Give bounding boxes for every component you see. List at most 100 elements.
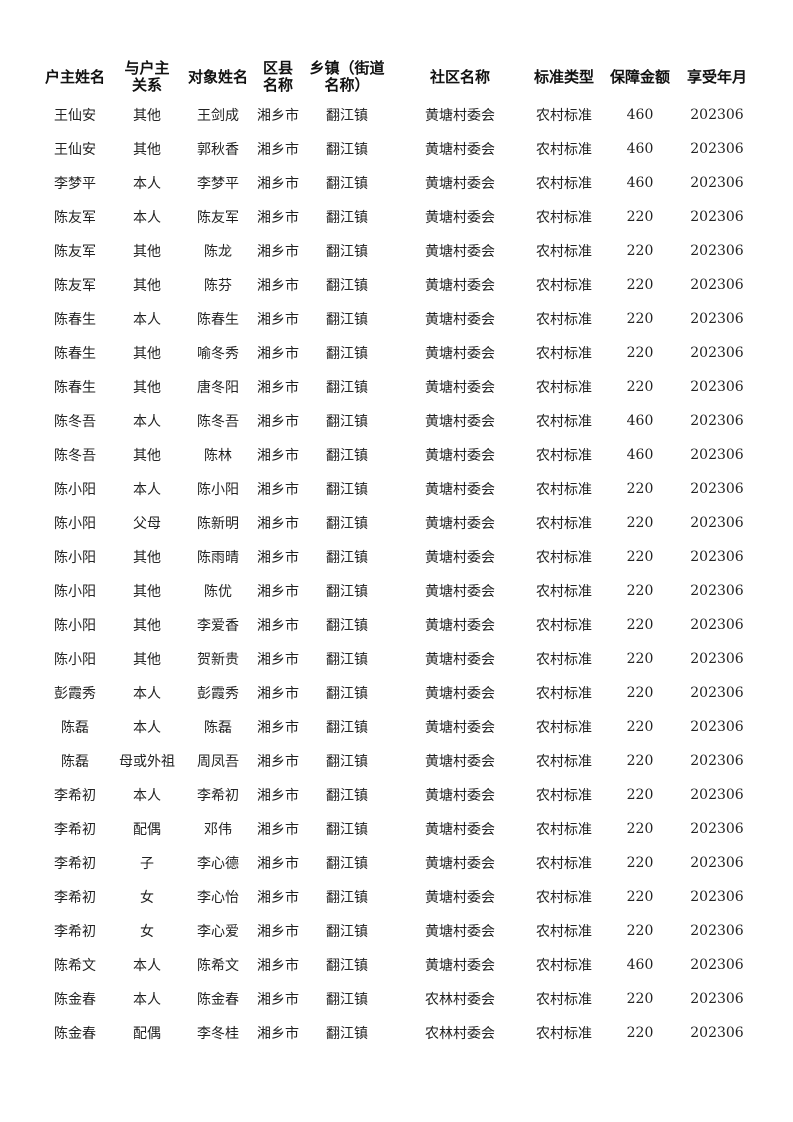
cell-month: 202306 xyxy=(690,209,744,225)
table-row: 陈春生 本人 陈春生 湘乡市 翻江镇 黄塘村委会 农村标准 220 202306 xyxy=(38,302,754,336)
table-row: 陈小阳 其他 陈雨晴 湘乡市 翻江镇 黄塘村委会 农村标准 220 202306 xyxy=(38,540,754,574)
cell-standard-type: 农村标准 xyxy=(536,448,592,464)
table-row: 陈冬吾 本人 陈冬吾 湘乡市 翻江镇 黄塘村委会 农村标准 460 202306 xyxy=(38,404,754,438)
cell-standard-type: 农村标准 xyxy=(536,788,592,804)
column-header-label: 户主姓名 xyxy=(44,67,105,86)
column-header-relationship: 与户主关系 xyxy=(112,56,182,98)
cell-township: 翻江镇 xyxy=(326,482,368,498)
cell-month: 202306 xyxy=(690,991,744,1007)
cell-standard-type: 农村标准 xyxy=(536,584,592,600)
cell-community: 农林村委会 xyxy=(425,992,495,1008)
cell-relationship: 其他 xyxy=(133,380,161,396)
cell-community: 黄塘村委会 xyxy=(425,652,495,668)
cell-month: 202306 xyxy=(690,379,744,395)
table-row: 陈金春 配偶 李冬桂 湘乡市 翻江镇 农林村委会 农村标准 220 202306 xyxy=(38,1016,754,1050)
cell-amount: 220 xyxy=(626,719,654,735)
cell-community: 黄塘村委会 xyxy=(425,482,495,498)
cell-standard-type: 农村标准 xyxy=(536,856,592,872)
cell-recipient-name: 陈磊 xyxy=(204,720,232,736)
cell-county: 湘乡市 xyxy=(257,142,299,158)
cell-township: 翻江镇 xyxy=(326,924,368,940)
cell-county: 湘乡市 xyxy=(257,618,299,634)
cell-household-head: 李希初 xyxy=(54,856,96,872)
cell-relationship: 配偶 xyxy=(133,822,161,838)
cell-relationship: 母或外祖 xyxy=(119,754,175,770)
cell-recipient-name: 唐冬阳 xyxy=(197,380,239,396)
cell-month: 202306 xyxy=(690,583,744,599)
cell-month: 202306 xyxy=(690,481,744,497)
cell-month: 202306 xyxy=(690,651,744,667)
cell-relationship: 女 xyxy=(140,890,154,906)
cell-community: 黄塘村委会 xyxy=(425,176,495,192)
cell-township: 翻江镇 xyxy=(326,346,368,362)
table-row: 李梦平 本人 李梦平 湘乡市 翻江镇 黄塘村委会 农村标准 460 202306 xyxy=(38,166,754,200)
cell-county: 湘乡市 xyxy=(257,176,299,192)
cell-community: 黄塘村委会 xyxy=(425,890,495,906)
cell-county: 湘乡市 xyxy=(257,550,299,566)
cell-household-head: 陈磊 xyxy=(61,754,89,770)
cell-month: 202306 xyxy=(690,311,744,327)
cell-township: 翻江镇 xyxy=(326,210,368,226)
cell-relationship: 其他 xyxy=(133,652,161,668)
cell-month: 202306 xyxy=(690,719,744,735)
table-row: 李希初 本人 李希初 湘乡市 翻江镇 黄塘村委会 农村标准 220 202306 xyxy=(38,778,754,812)
cell-township: 翻江镇 xyxy=(326,414,368,430)
cell-standard-type: 农村标准 xyxy=(536,176,592,192)
cell-county: 湘乡市 xyxy=(257,516,299,532)
cell-relationship: 其他 xyxy=(133,278,161,294)
cell-township: 翻江镇 xyxy=(326,176,368,192)
cell-amount: 460 xyxy=(626,447,654,463)
table-row: 陈春生 其他 喻冬秀 湘乡市 翻江镇 黄塘村委会 农村标准 220 202306 xyxy=(38,336,754,370)
cell-household-head: 王仙安 xyxy=(54,108,96,124)
cell-county: 湘乡市 xyxy=(257,380,299,396)
cell-standard-type: 农村标准 xyxy=(536,142,592,158)
cell-amount: 460 xyxy=(626,957,654,973)
cell-recipient-name: 李希初 xyxy=(197,788,239,804)
cell-county: 湘乡市 xyxy=(257,584,299,600)
cell-month: 202306 xyxy=(690,413,744,429)
cell-amount: 220 xyxy=(626,481,654,497)
cell-township: 翻江镇 xyxy=(326,652,368,668)
cell-recipient-name: 李心爱 xyxy=(197,924,239,940)
cell-recipient-name: 陈雨晴 xyxy=(197,550,239,566)
cell-township: 翻江镇 xyxy=(326,448,368,464)
cell-county: 湘乡市 xyxy=(257,924,299,940)
cell-amount: 220 xyxy=(626,515,654,531)
cell-county: 湘乡市 xyxy=(257,278,299,294)
cell-recipient-name: 陈冬吾 xyxy=(197,414,239,430)
cell-standard-type: 农村标准 xyxy=(536,550,592,566)
cell-community: 黄塘村委会 xyxy=(425,142,495,158)
table-row: 陈小阳 本人 陈小阳 湘乡市 翻江镇 黄塘村委会 农村标准 220 202306 xyxy=(38,472,754,506)
cell-county: 湘乡市 xyxy=(257,448,299,464)
cell-month: 202306 xyxy=(690,345,744,361)
cell-recipient-name: 陈芬 xyxy=(204,278,232,294)
cell-amount: 220 xyxy=(626,583,654,599)
cell-township: 翻江镇 xyxy=(326,380,368,396)
cell-month: 202306 xyxy=(690,787,744,803)
cell-community: 黄塘村委会 xyxy=(425,856,495,872)
cell-county: 湘乡市 xyxy=(257,414,299,430)
cell-recipient-name: 陈金春 xyxy=(197,992,239,1008)
cell-community: 农林村委会 xyxy=(425,1026,495,1042)
cell-household-head: 陈友军 xyxy=(54,210,96,226)
cell-township: 翻江镇 xyxy=(326,754,368,770)
cell-month: 202306 xyxy=(690,753,744,769)
cell-month: 202306 xyxy=(690,855,744,871)
column-header-label: 享受年月 xyxy=(686,67,747,86)
cell-community: 黄塘村委会 xyxy=(425,210,495,226)
cell-relationship: 本人 xyxy=(133,414,161,430)
column-header-label: 标准类型 xyxy=(533,67,594,86)
cell-county: 湘乡市 xyxy=(257,720,299,736)
cell-amount: 220 xyxy=(626,787,654,803)
table-row: 王仙安 其他 郭秋香 湘乡市 翻江镇 黄塘村委会 农村标准 460 202306 xyxy=(38,132,754,166)
cell-amount: 220 xyxy=(626,923,654,939)
cell-standard-type: 农村标准 xyxy=(536,108,592,124)
cell-county: 湘乡市 xyxy=(257,992,299,1008)
cell-household-head: 陈小阳 xyxy=(54,652,96,668)
cell-recipient-name: 李心德 xyxy=(197,856,239,872)
cell-county: 湘乡市 xyxy=(257,108,299,124)
cell-community: 黄塘村委会 xyxy=(425,278,495,294)
cell-month: 202306 xyxy=(690,515,744,531)
column-header-amount: 保障金额 xyxy=(600,56,680,98)
table-row: 陈春生 其他 唐冬阳 湘乡市 翻江镇 黄塘村委会 农村标准 220 202306 xyxy=(38,370,754,404)
